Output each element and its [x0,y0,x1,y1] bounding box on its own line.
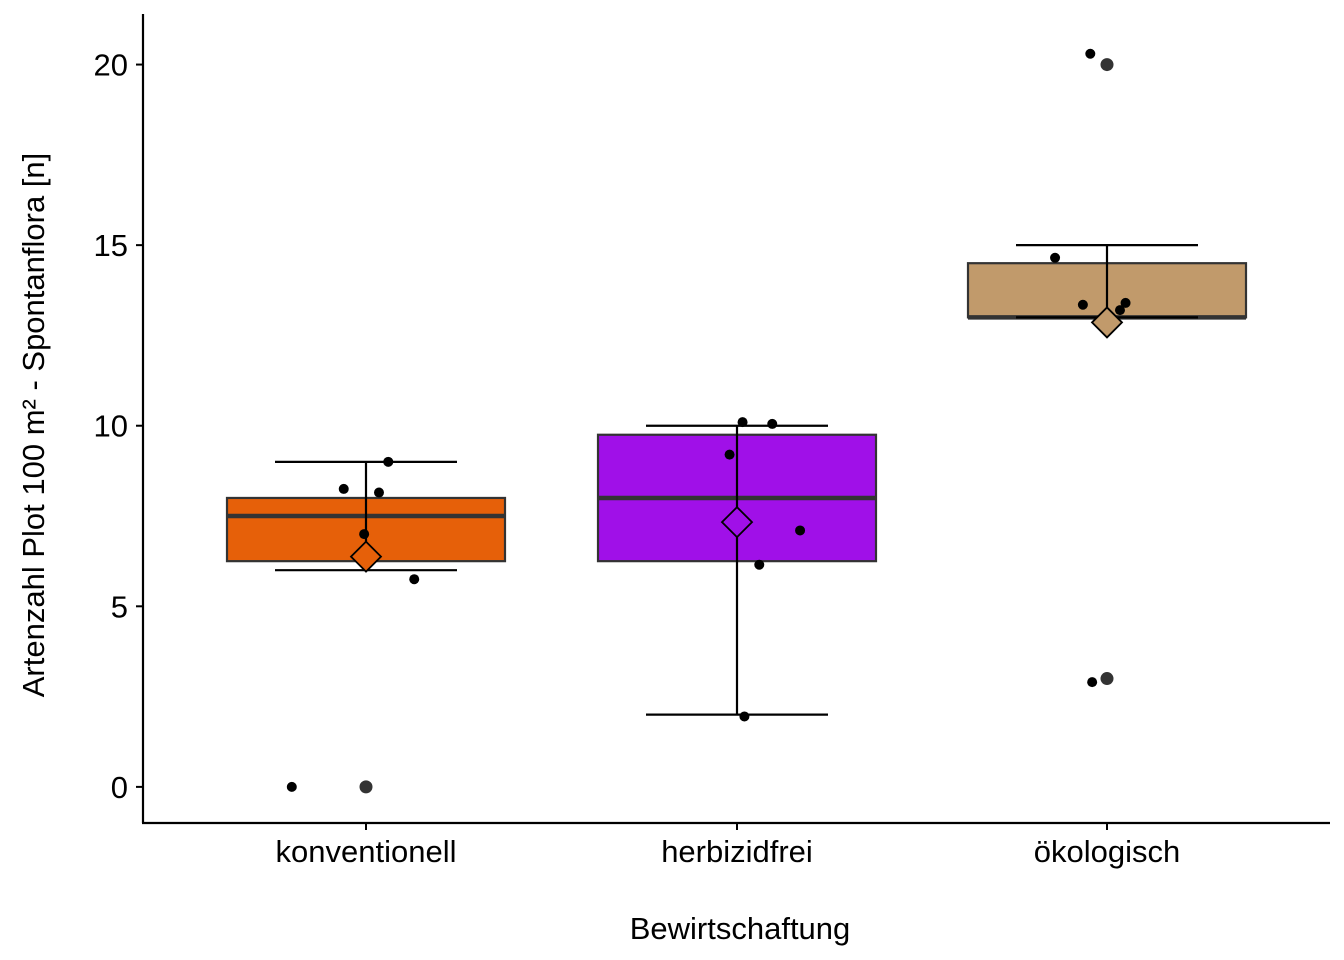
x-tick-label: herbizidfrei [661,834,813,869]
data-point [409,574,420,585]
data-point [373,487,384,498]
data-point [1077,299,1088,310]
y-tick-label: 15 [94,228,128,263]
mean-marker [720,505,754,539]
data-point [359,529,370,540]
mean-marker [1090,306,1124,339]
x-axis-title: Bewirtschaftung [630,911,851,946]
y-tick-label: 0 [111,770,128,805]
mean-marker [349,540,383,573]
data-point [1050,252,1061,263]
x-tick-label: ökologisch [1034,834,1180,869]
data-point [754,559,765,570]
outlier-point [1100,672,1114,686]
axes: 0 5 10 15 20 konventionell herbizidfrei ökologi… [94,14,1330,869]
data-point [1087,677,1098,688]
outlier-point [359,780,373,794]
data-point [739,711,750,722]
data-point [1114,305,1125,316]
data-point [338,483,349,494]
data-point [795,525,806,536]
data-point [767,418,778,429]
y-tick-label: 10 [94,409,128,444]
y-tick-label: 5 [111,589,128,624]
data-point [724,449,735,460]
x-tick-label: konventionell [276,834,457,869]
data-point [737,417,748,428]
data-point [1120,297,1131,308]
data-point [286,781,297,792]
y-tick-label: 20 [94,48,128,83]
outlier-point [1100,58,1114,72]
y-axis-title: Artenzahl Plot 100 m² - Spontanflora [n] [16,153,51,698]
plot-area [225,48,1248,794]
data-point [1085,48,1096,59]
